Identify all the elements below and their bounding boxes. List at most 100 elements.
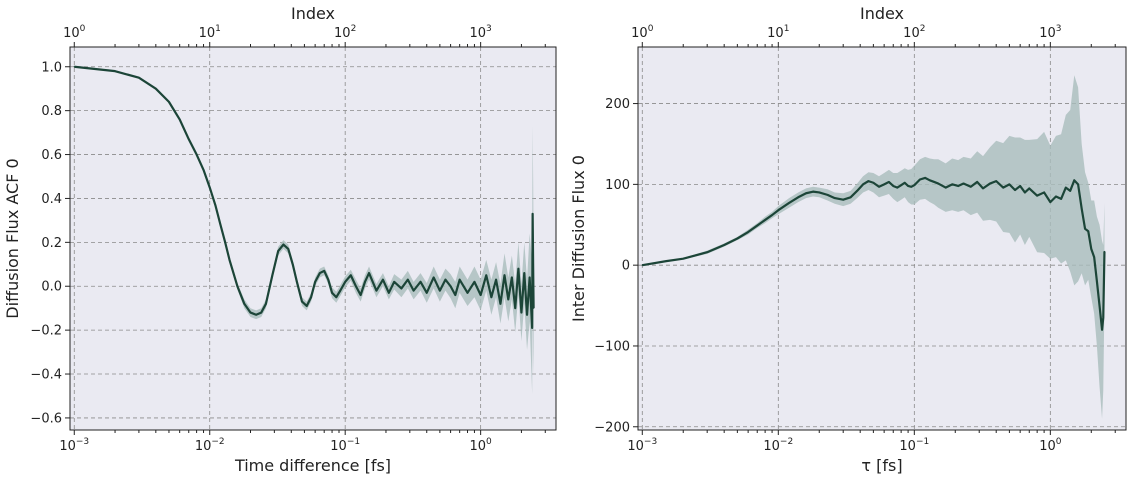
- data-point: [896, 186, 898, 189]
- data-point: [439, 290, 441, 292]
- data-point: [196, 153, 198, 156]
- data-point: [929, 179, 931, 181]
- data-point: [1065, 186, 1067, 189]
- data-point: [1069, 190, 1071, 192]
- data-point: [444, 279, 447, 281]
- data-point: [335, 296, 337, 298]
- data-point: [277, 250, 279, 252]
- data-point: [910, 186, 912, 188]
- data-point: [485, 274, 487, 276]
- data-point: [368, 272, 370, 274]
- data-point: [282, 243, 285, 246]
- data-point: [214, 204, 216, 206]
- plot-frame: [69, 46, 557, 431]
- data-point: [1103, 250, 1106, 253]
- data-point: [490, 296, 492, 298]
- data-point: [904, 182, 906, 184]
- data-point: [1096, 280, 1098, 282]
- x-axis-title: τ [fs]: [861, 456, 902, 475]
- y-tick-label: 0.2: [41, 236, 62, 251]
- data-point: [962, 182, 965, 185]
- x-tick-label: 10−3: [627, 437, 657, 454]
- x-tick-label: 10−2: [763, 437, 793, 454]
- top-tick-label: 101: [199, 24, 221, 41]
- data-point: [507, 298, 509, 301]
- y-tick-label: −100: [594, 339, 630, 354]
- x-tick-label: 100: [1039, 437, 1062, 454]
- data-point: [466, 292, 469, 294]
- data-point: [514, 307, 516, 309]
- data-point: [957, 185, 959, 187]
- chart-panel-2: 10−3 10−2 10−1 100 100 101 102 103 Index −200 −100…: [569, 4, 1127, 475]
- data-point: [138, 77, 140, 79]
- y-axis-title: Diffusion Flux ACF 0: [3, 158, 22, 318]
- data-point: [812, 191, 814, 193]
- data-point: [260, 311, 262, 314]
- data-point: [188, 138, 190, 140]
- data-point: [265, 303, 267, 305]
- data-point: [287, 248, 289, 250]
- data-point: [350, 274, 352, 276]
- y-tick-label: 0: [622, 259, 630, 274]
- data-point: [526, 314, 528, 316]
- data-point: [407, 279, 409, 281]
- data-point: [682, 258, 684, 260]
- data-point: [319, 272, 321, 274]
- data-point: [503, 274, 506, 276]
- data-point: [243, 303, 245, 305]
- y-tick-label: 0.4: [41, 192, 62, 207]
- series-group: [73, 65, 535, 394]
- y-tick-label: 1.0: [41, 60, 62, 75]
- data-point: [1049, 201, 1051, 203]
- data-point: [1028, 187, 1030, 189]
- data-point: [788, 202, 790, 204]
- x-axis-title: Time difference [fs]: [234, 456, 391, 475]
- data-point: [892, 185, 894, 187]
- data-point: [1008, 183, 1010, 185]
- plot-frame: [637, 46, 1127, 431]
- top-tick-label: 103: [470, 24, 492, 41]
- data-point: [382, 279, 384, 281]
- data-point: [1077, 183, 1079, 185]
- data-point: [459, 279, 461, 281]
- data-point: [1036, 195, 1038, 197]
- x-tick-label: 10−1: [330, 437, 360, 454]
- x-tick-label: 10−1: [899, 437, 929, 454]
- top-axis-title: Index: [860, 4, 904, 23]
- series-group: [641, 75, 1106, 419]
- data-point: [1024, 191, 1026, 194]
- data-point: [327, 279, 329, 281]
- data-point: [834, 197, 836, 199]
- data-point: [473, 281, 476, 283]
- data-point: [310, 296, 312, 298]
- data-point: [168, 101, 170, 103]
- data-point: [826, 194, 829, 196]
- data-point: [982, 187, 984, 189]
- data-point: [1002, 186, 1004, 189]
- y-tick-label: 200: [605, 97, 630, 112]
- data-point: [665, 260, 667, 262]
- data-point: [1084, 228, 1086, 230]
- data-point: [155, 88, 157, 90]
- data-point: [937, 182, 939, 185]
- y-tick-label: −0.4: [30, 368, 62, 383]
- data-point: [292, 263, 294, 265]
- data-point: [1073, 179, 1075, 181]
- data-point: [1090, 248, 1092, 250]
- y-tick-label: −0.2: [30, 324, 62, 339]
- data-point: [907, 185, 909, 187]
- data-point: [219, 224, 222, 226]
- data-point: [388, 292, 390, 294]
- data-point: [433, 276, 435, 279]
- data-point: [426, 292, 428, 294]
- data-point: [771, 214, 773, 216]
- data-point: [454, 294, 456, 296]
- data-point: [532, 263, 534, 265]
- y-tick-label: −200: [594, 420, 630, 435]
- data-point: [355, 285, 357, 287]
- data-point: [945, 186, 947, 189]
- data-point: [202, 169, 205, 171]
- data-point: [1055, 195, 1057, 198]
- data-point: [1043, 191, 1045, 194]
